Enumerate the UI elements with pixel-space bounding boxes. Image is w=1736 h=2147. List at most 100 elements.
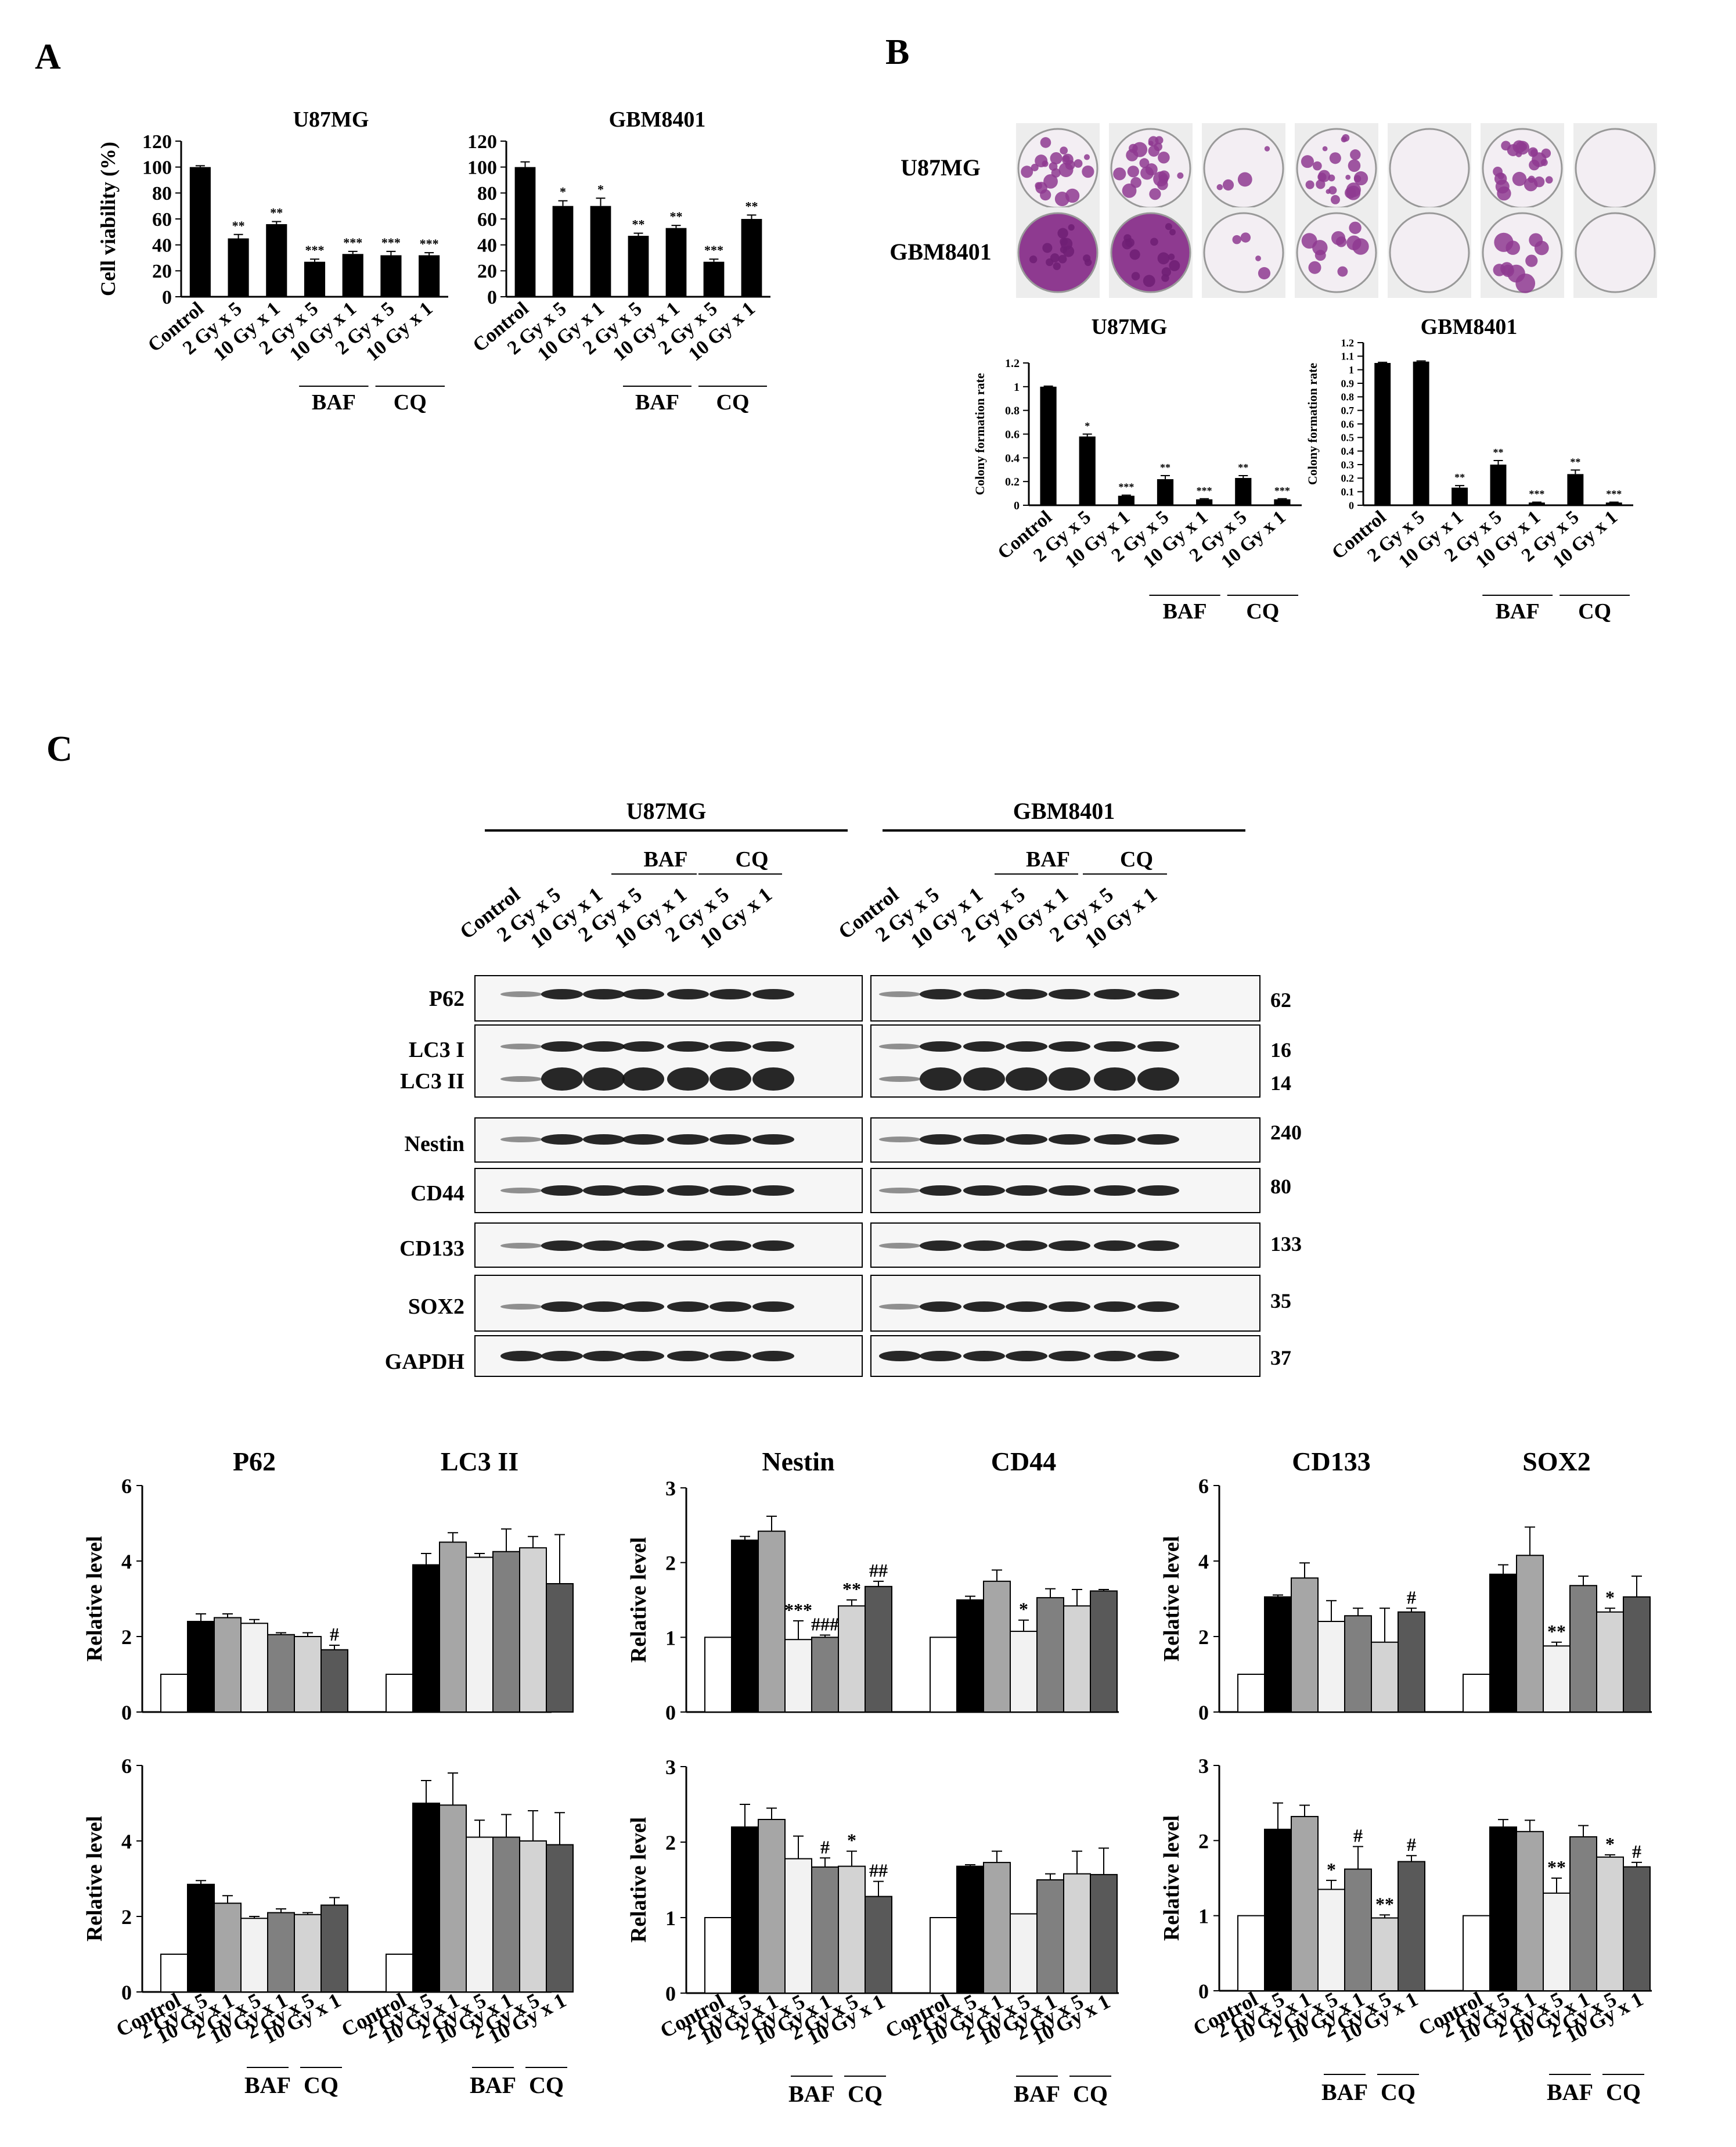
- colony: [1050, 253, 1060, 262]
- panel-label: B: [885, 33, 909, 72]
- bar: [983, 1862, 1011, 1994]
- group-label: BAF: [1496, 599, 1540, 624]
- y-tick-label: 1: [1014, 381, 1020, 394]
- bar: [214, 1903, 242, 1993]
- y-tick-label: 4: [1198, 1550, 1209, 1573]
- bar: [514, 167, 536, 297]
- significance-mark: **: [1238, 462, 1248, 473]
- group-label: BAF: [1014, 2081, 1060, 2107]
- bar: [466, 1556, 494, 1713]
- protein-band: [963, 1240, 1005, 1251]
- protein-band: [709, 989, 751, 999]
- bar: [1264, 1828, 1292, 1992]
- y-axis-label: Relative level: [82, 1816, 107, 1941]
- colony: [1353, 171, 1368, 186]
- protein-band: [541, 1240, 583, 1251]
- bar: [1596, 1856, 1624, 1991]
- bar: [1528, 502, 1545, 505]
- group-label: CQ: [1246, 599, 1279, 624]
- protein-band: [1006, 1351, 1047, 1361]
- bar: [439, 1541, 467, 1713]
- culture-dish: [1575, 128, 1656, 209]
- colony: [1317, 172, 1327, 182]
- colony: [1057, 228, 1068, 239]
- protein-band: [963, 1301, 1005, 1312]
- bar: [1036, 1879, 1064, 1994]
- protein-band: [1094, 1185, 1136, 1196]
- group-label: BAF: [1547, 2079, 1593, 2105]
- colony: [1523, 177, 1538, 192]
- y-tick-label: 0.9: [1341, 377, 1355, 389]
- protein-band: [1006, 1240, 1047, 1251]
- significance-mark: #: [330, 1624, 339, 1645]
- bar: [983, 1580, 1011, 1713]
- protein-band: [879, 1076, 921, 1082]
- colony: [1083, 154, 1090, 160]
- bar: [811, 1637, 839, 1713]
- bar: [492, 1551, 520, 1713]
- group-label: CQ: [529, 2072, 564, 2098]
- y-tick-label: 0.6: [1341, 418, 1355, 430]
- bar: [1090, 1590, 1118, 1713]
- bar: [1623, 1596, 1651, 1713]
- bar: [590, 206, 611, 297]
- significance-mark: **: [1547, 1621, 1566, 1642]
- bar: [930, 1637, 957, 1713]
- protein-band: [500, 1304, 542, 1310]
- colony: [1495, 179, 1510, 194]
- y-tick-label: 0: [665, 1701, 676, 1724]
- significance-mark: ***: [704, 243, 723, 257]
- y-tick-label: 0.7: [1341, 405, 1355, 416]
- mw-label: 240: [1270, 1121, 1302, 1144]
- colony: [1493, 264, 1506, 276]
- mw-label: 14: [1270, 1071, 1291, 1095]
- y-tick-label: 4: [121, 1550, 132, 1573]
- significance-mark: **: [745, 199, 758, 213]
- bar: [1063, 1605, 1091, 1713]
- group-label: CQ: [736, 847, 769, 872]
- significance-mark: #: [1407, 1834, 1416, 1855]
- bar: [160, 1674, 188, 1713]
- protein-label: LC3 I: [409, 1038, 464, 1062]
- y-tick-label: 3: [665, 1756, 676, 1779]
- significance-mark: **: [232, 218, 245, 233]
- protein-band: [1006, 1185, 1047, 1196]
- group-label: BAF: [1026, 847, 1070, 872]
- protein-band: [667, 1301, 709, 1312]
- bar: [386, 1954, 413, 1993]
- colony: [1264, 146, 1270, 152]
- y-tick-label: 2: [121, 1905, 132, 1929]
- protein-band: [920, 1351, 961, 1361]
- significance-mark: ***: [1274, 485, 1290, 497]
- colony: [1501, 141, 1511, 151]
- chart-title: U87MG: [293, 107, 369, 132]
- significance-mark: ***: [305, 243, 325, 257]
- y-tick-label: 40: [477, 235, 497, 257]
- chart-title: U87MG: [1092, 315, 1168, 339]
- culture-dish: [1017, 212, 1098, 293]
- mw-label: 62: [1270, 988, 1291, 1012]
- mw-label: 16: [1270, 1038, 1291, 1062]
- colony: [1313, 161, 1322, 171]
- y-tick-label: 0: [162, 287, 172, 308]
- culture-dish: [1203, 212, 1284, 293]
- bar: [546, 1844, 574, 1993]
- culture-dish: [1389, 212, 1470, 293]
- protein-band: [500, 991, 542, 997]
- significance-mark: **: [1160, 462, 1170, 473]
- bar: [784, 1639, 812, 1713]
- colony: [1494, 232, 1514, 252]
- bar: [1569, 1836, 1597, 1992]
- protein-band: [541, 1067, 583, 1091]
- bar: [1516, 1830, 1544, 1991]
- bar: [267, 1634, 295, 1713]
- protein-band: [667, 1067, 709, 1091]
- colony: [1040, 137, 1051, 148]
- bar: [1490, 465, 1507, 505]
- protein-band: [541, 1301, 583, 1312]
- bar: [380, 255, 402, 297]
- chart-title: GBM8401: [1421, 315, 1518, 339]
- colony: [1237, 172, 1252, 187]
- group-label: CQ: [1606, 2079, 1641, 2105]
- colony: [1129, 249, 1140, 260]
